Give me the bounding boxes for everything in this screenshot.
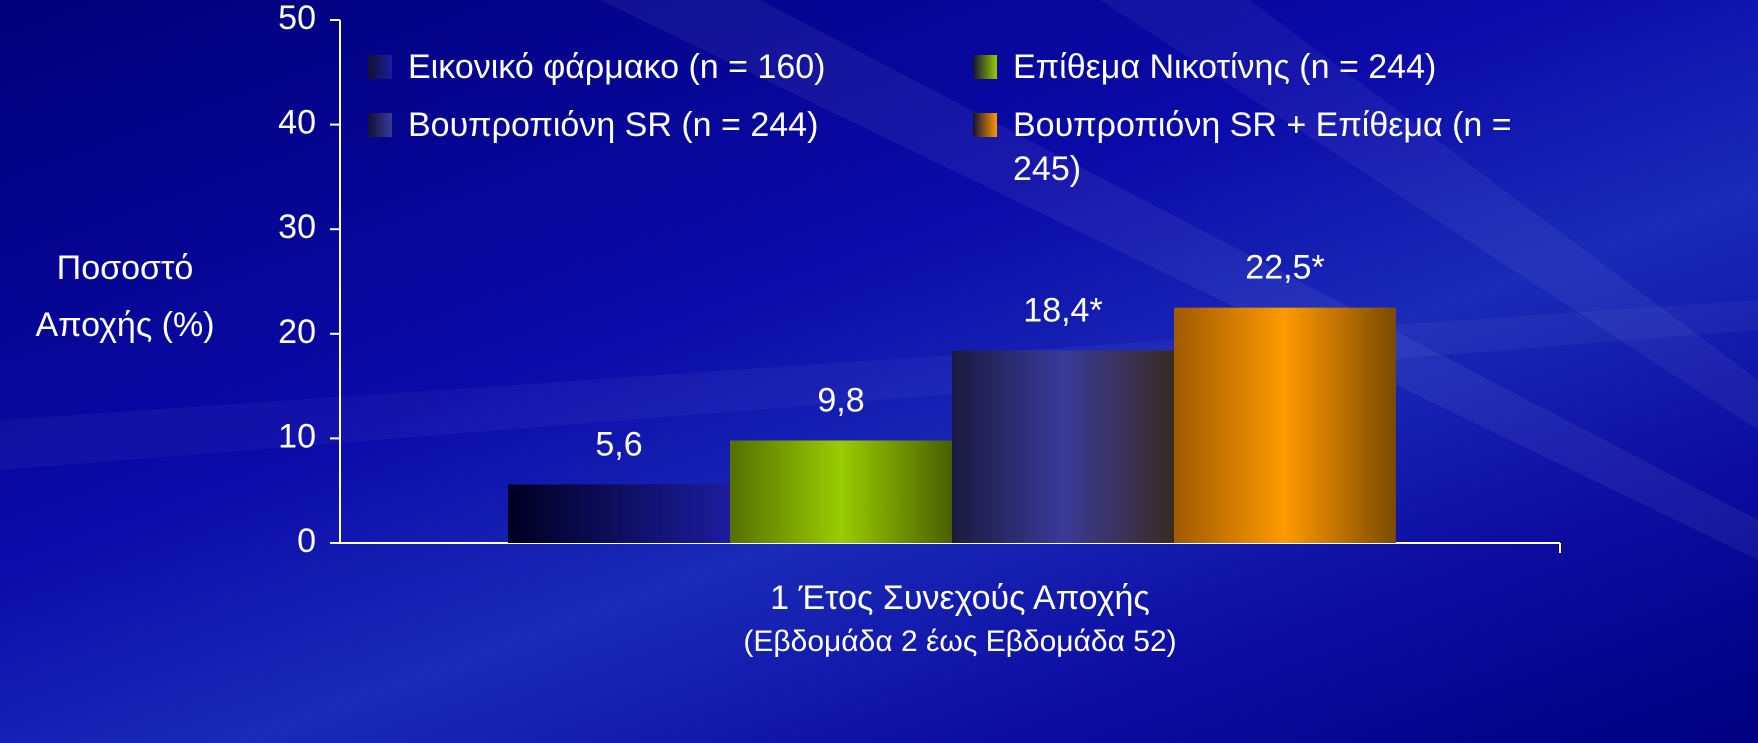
x-axis-label: (Εβδομάδα 2 έως Εβδομάδα 52) [743,625,1176,658]
bar [952,350,1174,543]
legend-label: Εικονικό φάρμακο (n = 160) [408,48,826,86]
legend: Εικονικό φάρμακο (n = 160) Επίθεμα Νικοτί… [368,45,1533,191]
y-tick-label: 50 [278,0,316,37]
value-label: 9,8 [817,381,864,419]
legend-swatch [368,55,392,79]
y-tick-label: 20 [278,313,316,351]
legend-item: Επίθεμα Νικοτίνης (n = 244) [973,45,1533,89]
value-label: 5,6 [595,425,642,463]
y-tick-label: 0 [297,522,316,560]
legend-item: Βουπροπιόνη SR (n = 244) [368,103,973,191]
bar [508,484,730,543]
legend-item: Εικονικό φάρμακο (n = 160) [368,45,973,89]
legend-item: Βουπροπιόνη SR + Επίθεμα (n = 245) [973,103,1533,191]
legend-swatch [368,113,392,137]
y-tick-label: 30 [278,208,316,246]
legend-label: Βουπροπιόνη SR + Επίθεμα (n = 245) [1013,106,1512,188]
y-axis-label: Ποσοστό Αποχής (%) [35,249,215,344]
legend-label: Βουπροπιόνη SR (n = 244) [408,106,819,144]
y-tick-label: 10 [278,417,316,455]
value-label: 22,5* [1245,249,1324,287]
x-tick-label: 1 Έτος Συνεχούς Αποχής [770,579,1150,617]
legend-label: Επίθεμα Νικοτίνης (n = 244) [1013,48,1437,86]
bar [730,440,952,543]
legend-swatch [973,113,997,137]
y-tick-label: 40 [278,104,316,142]
legend-swatch [973,55,997,79]
value-label: 18,4* [1023,292,1102,330]
bar [1174,307,1396,543]
